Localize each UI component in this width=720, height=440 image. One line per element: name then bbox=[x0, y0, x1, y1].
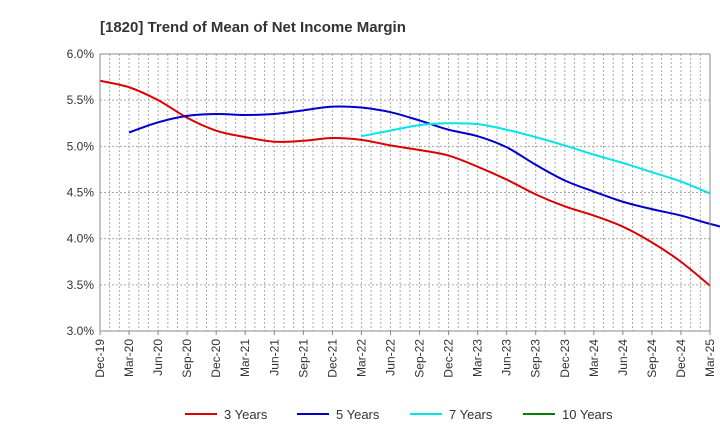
grid bbox=[99, 53, 711, 332]
x-tick-label: Jun-21 bbox=[267, 339, 281, 376]
x-tick-label: Dec-19 bbox=[93, 339, 107, 378]
x-tick-label: Dec-23 bbox=[558, 339, 572, 378]
x-tick-label: Dec-22 bbox=[442, 339, 456, 378]
x-tick-label: Sep-22 bbox=[413, 339, 427, 378]
y-axis: 3.0% 3.5% 4.0% 4.5% 5.0% 5.5% 6.0% bbox=[67, 47, 95, 338]
x-tick-label: Sep-23 bbox=[529, 339, 543, 378]
legend-label: 3 Years bbox=[224, 407, 268, 422]
x-tick-label: Sep-24 bbox=[645, 339, 659, 378]
x-tick-label: Dec-20 bbox=[209, 339, 223, 378]
legend-label: 5 Years bbox=[336, 407, 380, 422]
x-tick-label: Sep-20 bbox=[180, 339, 194, 378]
x-tick-label: Mar-22 bbox=[354, 339, 368, 377]
series-line-3 bbox=[361, 122, 711, 195]
y-tick-label: 4.0% bbox=[67, 232, 95, 246]
x-tick-label: Sep-21 bbox=[296, 339, 310, 378]
x-tick-label: Jun-24 bbox=[616, 339, 630, 376]
x-tick-label: Mar-25 bbox=[703, 339, 717, 377]
x-tick-label: Jun-22 bbox=[383, 339, 397, 376]
y-tick-label: 5.0% bbox=[67, 139, 95, 153]
x-tick-label: Dec-24 bbox=[674, 339, 688, 378]
series-line-2 bbox=[128, 105, 720, 228]
legend-label: 10 Years bbox=[562, 407, 613, 422]
x-axis: Dec-19 Mar-20 Jun-20 Sep-20 Dec-20 Mar-21 Jun-… bbox=[93, 331, 717, 378]
x-tick-label: Mar-20 bbox=[122, 339, 136, 377]
legend-label: 7 Years bbox=[449, 407, 493, 422]
plot-frame bbox=[99, 53, 711, 332]
x-tick-label: Dec-21 bbox=[325, 339, 339, 378]
series-layer bbox=[99, 79, 720, 287]
y-tick-label: 6.0% bbox=[67, 47, 95, 61]
series-line-1 bbox=[99, 79, 711, 287]
x-tick-label: Jun-23 bbox=[500, 339, 514, 376]
y-tick-label: 3.5% bbox=[67, 278, 95, 292]
x-tick-label: Mar-23 bbox=[471, 339, 485, 377]
legend: 3 Years 5 Years 7 Years 10 Years bbox=[185, 407, 613, 422]
y-tick-label: 5.5% bbox=[67, 93, 95, 107]
x-tick-label: Jun-20 bbox=[151, 339, 165, 376]
y-tick-label: 3.0% bbox=[67, 324, 95, 338]
x-tick-label: Mar-24 bbox=[587, 339, 601, 377]
y-tick-label: 4.5% bbox=[67, 186, 95, 200]
x-tick-label: Mar-21 bbox=[238, 339, 252, 377]
chart-title: [1820] Trend of Mean of Net Income Margi… bbox=[100, 19, 406, 36]
